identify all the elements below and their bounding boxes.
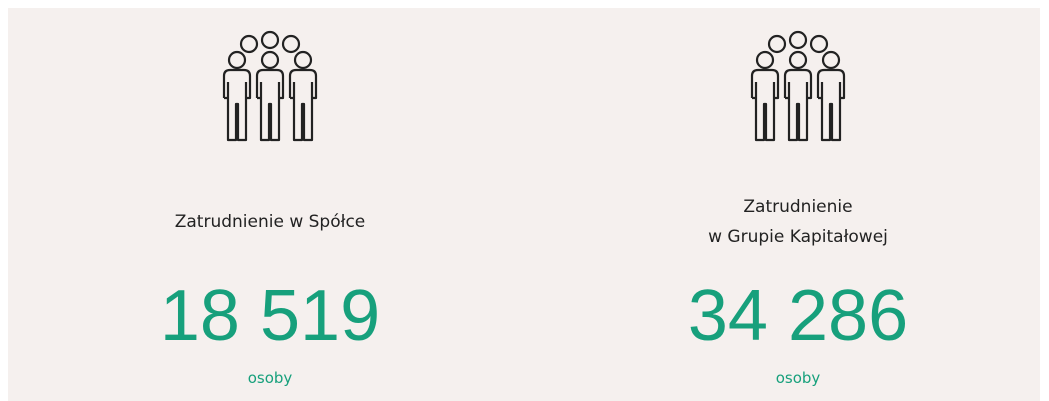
stat-column: Zatrudnienie w Grupie Kapitałowej 34 286… (588, 8, 1008, 401)
stat-column: Zatrudnienie w Spółce 18 519 osoby (60, 8, 480, 401)
people-icon (748, 30, 848, 142)
stat-label: Zatrudnienie w Grupie Kapitałowej (588, 190, 1008, 254)
people-icon (220, 30, 320, 142)
stat-value: 18 519 (159, 276, 381, 356)
stats-panel: Zatrudnienie w Spółce 18 519 osoby Zatru… (8, 8, 1040, 401)
stat-label: Zatrudnienie w Spółce (60, 190, 480, 254)
stat-value: 34 286 (687, 276, 909, 356)
stat-unit: osoby (775, 369, 821, 387)
label-line: w Grupie Kapitałowej (708, 227, 888, 247)
label-line: Zatrudnienie w Spółce (174, 212, 366, 232)
label-line: Zatrudnienie (743, 197, 853, 217)
stat-unit: osoby (247, 369, 293, 387)
